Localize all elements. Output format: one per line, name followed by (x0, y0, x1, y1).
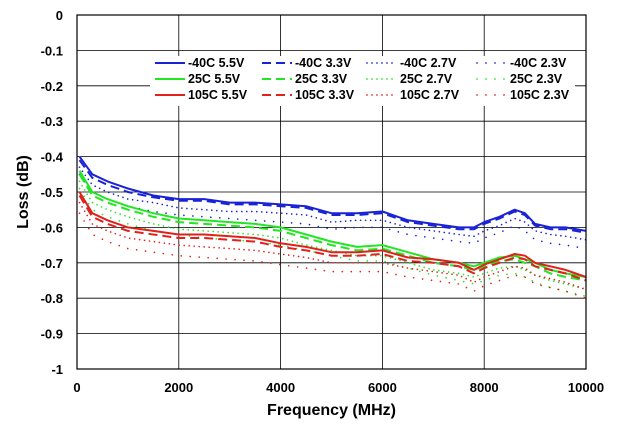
legend-label: 105C 2.7V (400, 88, 460, 102)
legend: -40C 5.5V -40C 3.3V -40C 2.7V -40C 2.3V 25C … (155, 56, 570, 102)
x-tick-label: 8000 (470, 380, 499, 395)
series-line (78, 159, 587, 234)
x-tick-label: 2000 (164, 380, 193, 395)
y-tick-label: -0.3 (41, 114, 63, 129)
x-tick-label: 10000 (568, 380, 604, 395)
series-line (78, 166, 587, 241)
plot-frame (76, 14, 587, 370)
y-tick-label: -0.1 (41, 43, 63, 58)
legend-label: 25C 3.3V (295, 72, 348, 86)
series-line (78, 194, 587, 282)
series-line (78, 170, 587, 278)
y-tick-label: -0.6 (41, 220, 63, 235)
x-tick-label: 0 (73, 380, 80, 395)
legend-label: -40C 3.3V (295, 56, 352, 70)
legend-background (150, 56, 575, 106)
series-layer (78, 156, 587, 300)
x-tick-labels: 0 2000 4000 6000 8000 10000 (73, 380, 604, 395)
series-line (78, 212, 587, 300)
legend-label: 105C 2.3V (510, 88, 570, 102)
y-tick-label: -0.5 (41, 185, 63, 200)
x-axis-label: Frequency (MHz) (267, 402, 396, 419)
series-line (78, 191, 587, 278)
legend-label: -40C 2.3V (510, 56, 567, 70)
y-tick-label: -0.2 (41, 79, 63, 94)
series-line (78, 173, 587, 250)
y-tick-label: 0 (56, 8, 63, 23)
y-tick-label: -0.8 (41, 291, 63, 306)
legend-label: -40C 2.7V (400, 56, 457, 70)
legend-label: 105C 5.5V (188, 88, 248, 102)
x-tick-label: 4000 (266, 380, 295, 395)
series-line (78, 173, 587, 282)
y-tick-label: -0.7 (41, 256, 63, 271)
y-tick-label: -0.4 (41, 150, 64, 165)
y-tick-label: -1 (51, 362, 63, 377)
legend-label: 105C 3.3V (295, 88, 355, 102)
legend-label: 25C 2.3V (510, 72, 563, 86)
y-tick-label: -0.9 (41, 327, 63, 342)
series-line (78, 156, 587, 232)
y-axis-label: Loss (dB) (15, 155, 32, 229)
legend-label: -40C 5.5V (188, 56, 245, 70)
x-tick-label: 6000 (368, 380, 397, 395)
legend-label: 25C 5.5V (188, 72, 241, 86)
y-tick-labels: 0 -0.1 -0.2 -0.3 -0.4 -0.5 -0.6 -0.7 -0.8 -0.9 -1 (41, 8, 64, 377)
legend-label: 25C 2.7V (400, 72, 453, 86)
